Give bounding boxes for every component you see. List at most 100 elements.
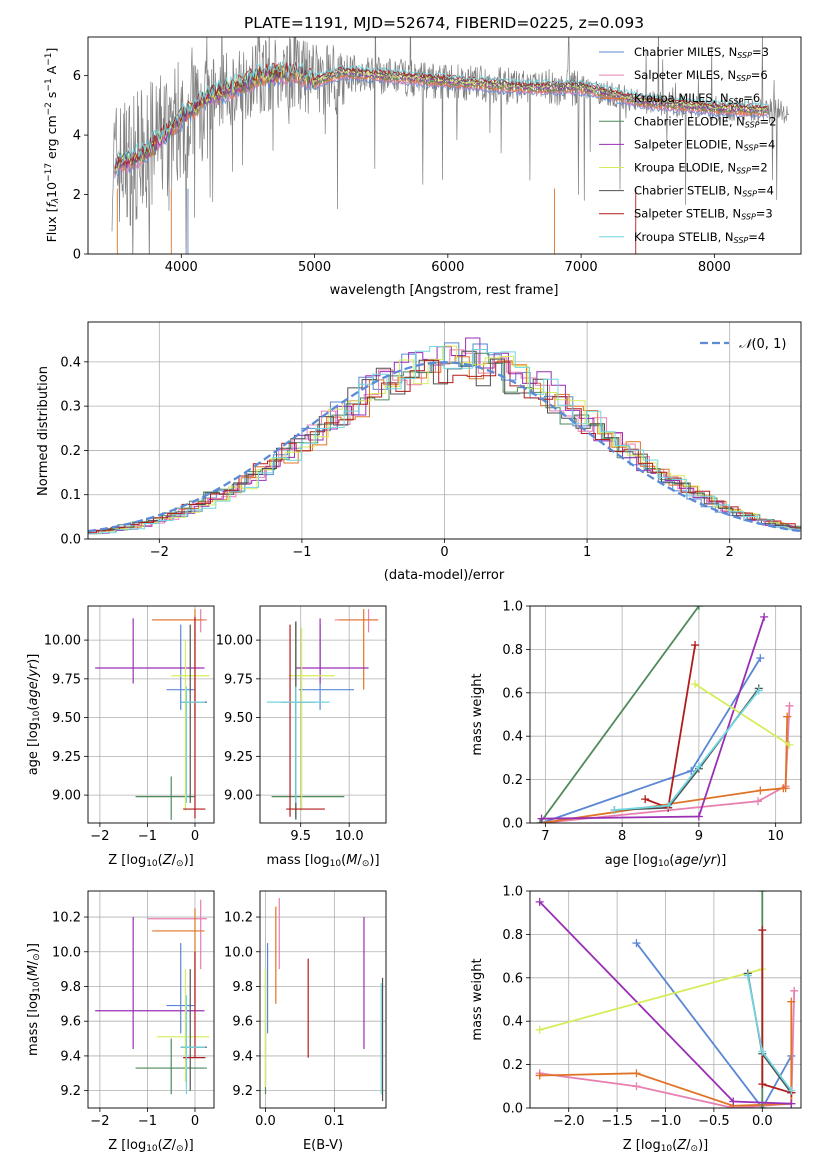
y-tick-label: 9.2 [60, 1084, 81, 1099]
label-part: 10 [146, 1144, 158, 1154]
label-part: ( [26, 706, 41, 711]
label-part: ] [703, 1138, 708, 1153]
x-axis-label: Z [log10(Z/⊙)] [108, 1138, 193, 1154]
y-tick-label: 9.8 [60, 980, 81, 995]
mass-weight-line-3 [539, 606, 700, 823]
mass-weight-marker [787, 997, 796, 1006]
mass-weight-marker [632, 1069, 641, 1078]
label-part: 10 [32, 710, 42, 722]
mass-weight-line-4 [541, 616, 766, 820]
x-tick-label: 8000 [698, 260, 731, 275]
mass-weight-line-5 [539, 968, 763, 1031]
model-spectrum-line-6 [114, 62, 769, 170]
y-axis-label: mass weight [470, 673, 485, 755]
legend-text-part: SSP [744, 143, 759, 152]
label-part: ( [26, 976, 41, 981]
y-tick-label: 10.2 [224, 911, 253, 926]
label-part: M [346, 853, 357, 868]
label-part: ( [672, 1138, 677, 1153]
label-part: ] [26, 943, 41, 948]
y-tick-label: 0.6 [502, 686, 523, 701]
y-label-part: erg cm [44, 115, 59, 163]
y-tick-label: 9.75 [224, 672, 253, 687]
label-part: M [26, 965, 41, 976]
y-tick-label: 9.50 [52, 711, 81, 726]
legend-text-part: =4 [748, 230, 765, 244]
mass-weight-marker [758, 926, 767, 935]
label-part: Z [log [108, 1138, 146, 1153]
x-tick-label: −1.0 [650, 1114, 682, 1129]
y-tick-label: 0.0 [60, 533, 81, 548]
legend-label-2: Kroupa MILES, NSSP=6 [634, 91, 760, 106]
label-part: ) [369, 853, 374, 868]
mass-weight-marker [785, 701, 794, 710]
mass-weight-marker [787, 1099, 796, 1108]
residual-histogram-5 [88, 345, 801, 535]
axes-frame [87, 36, 802, 255]
y-label-part: −1 [44, 52, 54, 65]
legend-text-part: =3 [752, 45, 769, 59]
y-tick-label: 9.4 [60, 1049, 81, 1064]
axes-frame [529, 890, 802, 1109]
spectrum-lines [111, 37, 790, 254]
mass-weight-marker [535, 897, 544, 906]
x-tick-label: 9.5 [290, 829, 311, 844]
mass-weight-marker [691, 680, 700, 689]
label-part: Z [162, 853, 173, 868]
label-part: ( [669, 853, 674, 868]
mass_vs_EBV-panel: 0.0 0.1 9.2 9.4 9.6 9.8 10.0 10.2 E(B-V) [224, 890, 387, 1153]
x-tick-label: −2 [90, 1114, 109, 1129]
x-tick-label: 0 [191, 829, 199, 844]
mass-weight-marker [754, 797, 763, 806]
axes-frame [259, 890, 387, 1109]
mass_weight_vs_Z-panel: −2.0 −1.5 −1.0 −0.5 0.0 0.0 0.2 0.4 0.6 0.8 1.0 Z [… [470, 885, 802, 1154]
label-part: ) [184, 853, 189, 868]
legend-text-part: SSP [745, 120, 760, 129]
label-part: / [172, 1138, 177, 1153]
legend-label-6: Chabrier STELIB, NSSP=4 [634, 184, 774, 199]
gaussian-reference-curve [88, 361, 801, 533]
x-tick-label: 0.1 [324, 1114, 345, 1129]
mass-weight-marker [641, 795, 650, 804]
mass_vs_Z-panel: −2 −1 09.29.49.69.810.010.2Z [log10(Z/⊙)]m… [26, 890, 215, 1154]
mass-weight-line-8 [614, 690, 760, 811]
x-tick-label: 0.0 [752, 1114, 773, 1129]
mass-weight-line-1 [541, 705, 791, 823]
y-tick-label: 0.8 [502, 643, 523, 658]
legend-label-1: Salpeter MILES, NSSP=6 [634, 68, 768, 83]
x-tick-label: 10.0 [335, 829, 364, 844]
mass-weight-marker [694, 762, 703, 771]
spectrum-legend: Chabrier MILES, NSSP=3 Salpeter MILES, NS… [599, 45, 776, 245]
label-part: ] [189, 1138, 194, 1153]
label-part: ] [189, 853, 194, 868]
y-tick-label: 9.4 [232, 1049, 253, 1064]
y-label-part: −1 [44, 78, 54, 91]
label-part: ⊙ [176, 859, 184, 869]
y-tick-label: 0.6 [502, 971, 523, 986]
y-tick-label: 0.4 [502, 730, 523, 745]
label-part: ) [26, 948, 41, 953]
y-label-part: 10 [44, 182, 59, 198]
label-part: ] [374, 853, 379, 868]
legend-text-part: Kroupa MILES, N [634, 91, 729, 105]
label-part: 10 [146, 859, 158, 869]
y-tick-label: 10.0 [224, 945, 253, 960]
y-tick-label: 0.2 [502, 1058, 523, 1073]
label-part: yr [26, 662, 41, 678]
y-axis-label: Flux [fλ10−17 erg cm−2 s−1 A−1] [44, 48, 61, 243]
mass-weight-marker [632, 939, 641, 948]
label-part: 10 [661, 1144, 673, 1154]
y-tick-label: 9.6 [60, 1015, 81, 1030]
legend-text-part: =2 [751, 161, 768, 175]
mass-weight-marker [785, 740, 794, 749]
mass-weight-marker [754, 686, 763, 695]
legend-text-part: Kroupa STELIB, N [634, 230, 734, 244]
y-tick-label: 0.0 [502, 817, 523, 832]
x-tick-label: 4000 [165, 260, 198, 275]
y-tick-label: 9.25 [224, 750, 253, 765]
mass-weight-line-7 [761, 930, 792, 1094]
mass-weight-marker [790, 986, 799, 995]
y-label-part: Flux [ [44, 208, 59, 243]
label-part: / [26, 960, 41, 965]
legend-label-0: Chabrier MILES, NSSP=3 [634, 45, 769, 60]
